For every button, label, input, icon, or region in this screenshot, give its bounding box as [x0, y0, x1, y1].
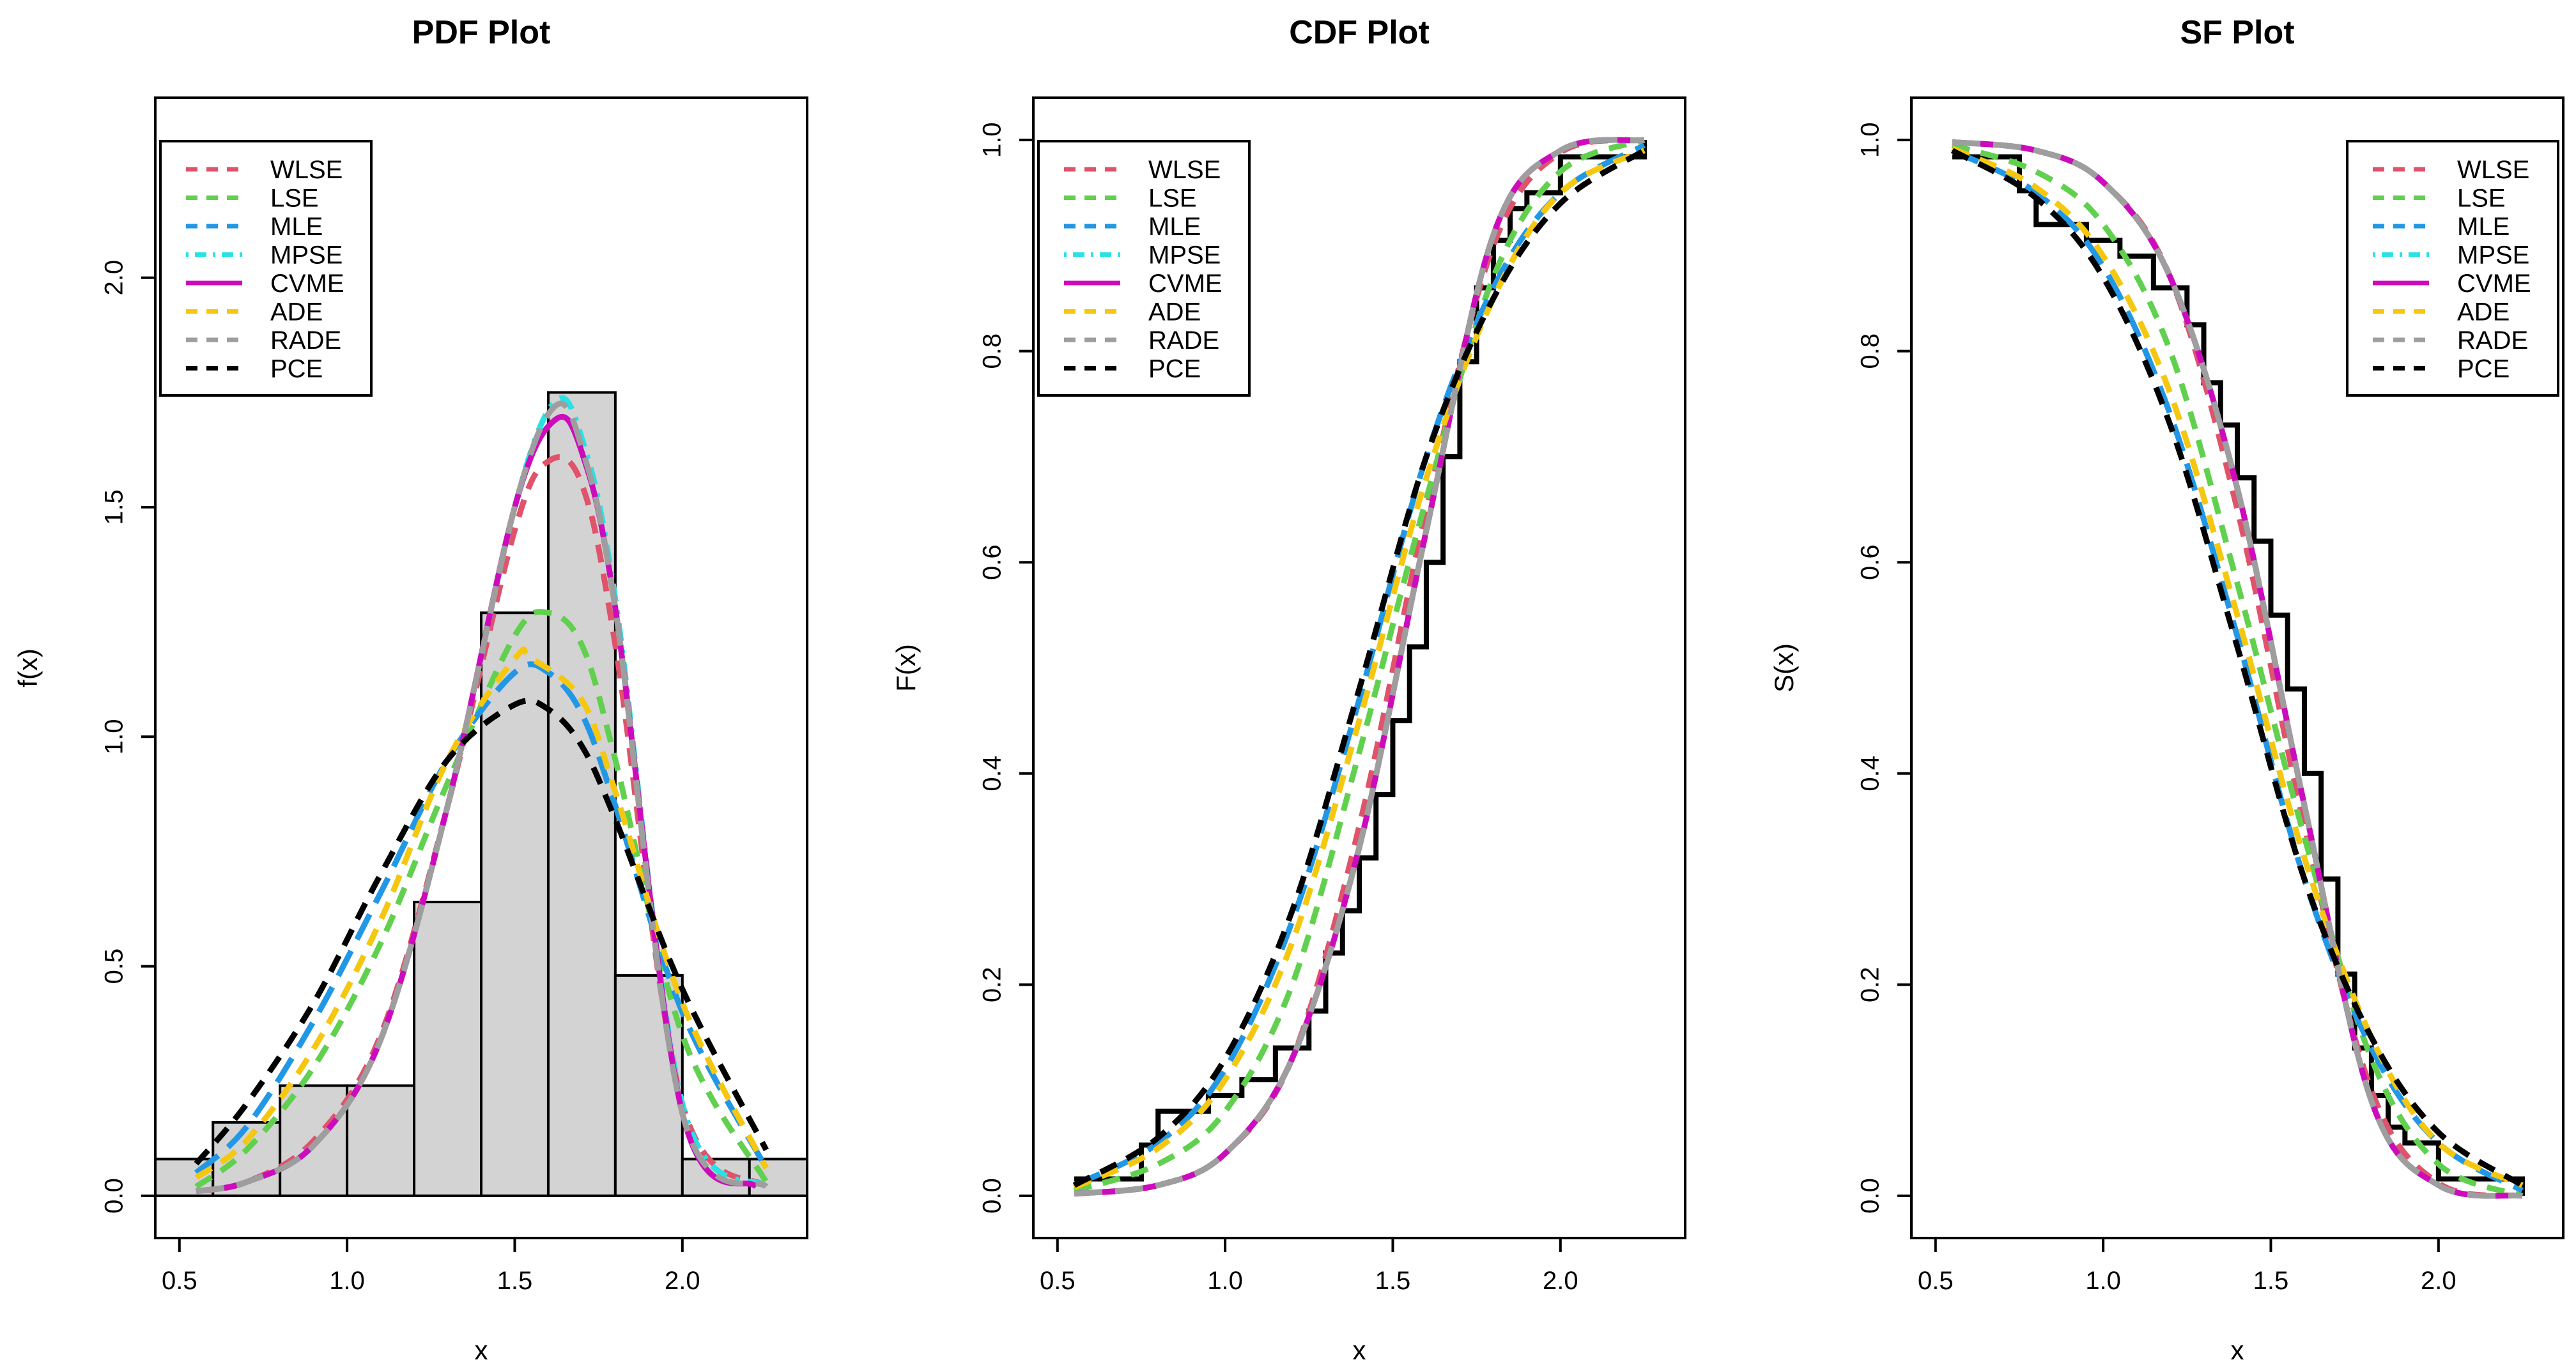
x-tick-label: 2.0 — [1543, 1267, 1578, 1295]
y-tick-label: 0.2 — [1856, 967, 1885, 1003]
x-tick-label: 2.0 — [665, 1267, 700, 1295]
x-tick-label: 1.5 — [497, 1267, 533, 1295]
cdf-plot-panel: CDF Plot x F(x) 0.5 1.0 1.5 2.0 0.0 0.2 0.4 0.6 0.8… — [891, 14, 1686, 1365]
y-tick-label: 0.2 — [978, 967, 1006, 1003]
y-tick-label: 0.4 — [978, 756, 1006, 792]
pdf-plot-panel: PDF Plot x f(x) 0.5 1.0 1.5 2.0 0.0 0.5 1.0 1.5 2.0… — [13, 14, 808, 1365]
series-line-mle — [1072, 142, 1646, 1188]
histogram-bar — [613, 974, 684, 1197]
legend-label-pce: PCE — [2457, 355, 2510, 383]
sf-x-axis-label: x — [2231, 1335, 2244, 1365]
series-line-lse — [1951, 142, 2524, 1199]
legend-label-pce: PCE — [1148, 355, 1201, 383]
histogram-bar — [748, 1158, 807, 1197]
x-tick-label: 0.5 — [1040, 1267, 1076, 1295]
sf-plot-area — [1950, 139, 2525, 1199]
y-tick-label: 1.5 — [100, 489, 128, 525]
histogram-bar — [480, 611, 550, 1197]
legend-label-lse: LSE — [1148, 185, 1197, 213]
y-tick-label: 0.6 — [978, 544, 1006, 580]
y-tick-label: 0.8 — [1856, 333, 1885, 369]
legend-label-rade: RADE — [1148, 326, 1219, 355]
series-line-ade — [1951, 146, 2524, 1188]
legend-label-rade: RADE — [2457, 326, 2528, 355]
series-line-pce — [194, 698, 769, 1166]
legend-label-mpse: MPSE — [2457, 241, 2529, 270]
legend-label-lse: LSE — [270, 185, 319, 213]
legend-label-wlse: WLSE — [270, 156, 343, 184]
histogram-bar — [546, 391, 617, 1197]
legend-label-rade: RADE — [270, 326, 341, 355]
pdf-plot-title: PDF Plot — [412, 14, 551, 51]
y-tick-label: 0.0 — [1856, 1178, 1885, 1214]
legend-label-ade: ADE — [270, 298, 323, 326]
y-tick-label: 1.0 — [100, 719, 128, 754]
series-line-ade — [1073, 148, 1646, 1190]
sf-plot-title: SF Plot — [2180, 14, 2294, 51]
series-line-pce — [1072, 148, 1646, 1188]
pdf-y-axis-label: f(x) — [13, 648, 43, 687]
x-tick-label: 2.0 — [2421, 1267, 2456, 1295]
y-tick-label: 0.0 — [100, 1178, 128, 1214]
legend-box — [159, 140, 373, 397]
y-tick-label: 0.5 — [100, 949, 128, 984]
series-line-mle — [1950, 148, 2524, 1193]
sf-y-axis-label: S(x) — [1769, 643, 1799, 692]
legend-box — [2346, 140, 2559, 397]
legend-box — [1037, 140, 1251, 397]
x-tick-label: 0.5 — [1918, 1267, 1954, 1295]
legend-label-wlse: WLSE — [2457, 156, 2529, 184]
cdf-x-axis-label: x — [1353, 1335, 1366, 1365]
legend-label-mle: MLE — [270, 213, 323, 241]
y-tick-label: 0.6 — [1856, 544, 1885, 580]
series-line-pce — [1950, 148, 2524, 1188]
cdf-plot-title: CDF Plot — [1289, 14, 1430, 51]
x-tick-label: 1.0 — [329, 1267, 365, 1295]
legend-label-mle: MLE — [2457, 213, 2510, 241]
legend-label-lse: LSE — [2457, 185, 2506, 213]
x-tick-label: 1.0 — [2085, 1267, 2121, 1295]
y-tick-label: 0.8 — [978, 333, 1006, 369]
y-tick-label: 0.4 — [1856, 756, 1885, 792]
y-tick-label: 0.0 — [978, 1178, 1006, 1214]
pdf-x-axis-label: x — [475, 1335, 488, 1365]
x-tick-label: 1.0 — [1207, 1267, 1243, 1295]
sf-plot-panel: SF Plot x S(x) 0.5 1.0 1.5 2.0 0.0 0.2 0.4 0.6 0.8 1… — [1769, 14, 2564, 1365]
histogram-bar — [346, 1084, 416, 1197]
legend-label-ade: ADE — [1148, 298, 1201, 326]
legend-label-cvme: CVME — [2457, 270, 2531, 298]
x-tick-label: 1.5 — [1375, 1267, 1411, 1295]
legend-label-pce: PCE — [270, 355, 323, 383]
series-line-wlse — [1074, 137, 1645, 1197]
x-tick-label: 1.5 — [2253, 1267, 2289, 1295]
x-tick-label: 0.5 — [162, 1267, 197, 1295]
series-line-wlse — [1952, 139, 2523, 1199]
y-tick-label: 1.0 — [978, 122, 1006, 158]
y-tick-label: 2.0 — [100, 260, 128, 296]
legend-label-mpse: MPSE — [1148, 241, 1221, 270]
pdf-plot-area — [155, 391, 807, 1197]
series-line-rade — [1952, 139, 2523, 1199]
legend-label-mpse: MPSE — [270, 241, 343, 270]
legend-label-wlse: WLSE — [1148, 156, 1221, 184]
series-line-rade — [1074, 137, 1645, 1197]
legend-label-cvme: CVME — [1148, 270, 1222, 298]
histogram-bar — [413, 900, 482, 1197]
cdf-plot-area — [1072, 137, 1647, 1197]
cdf-y-axis-label: F(x) — [891, 644, 921, 692]
y-tick-label: 1.0 — [1856, 122, 1885, 158]
legend-label-mle: MLE — [1148, 213, 1201, 241]
legend-label-cvme: CVME — [270, 270, 344, 298]
series-line-lse — [1073, 137, 1646, 1193]
legend-label-ade: ADE — [2457, 298, 2510, 326]
